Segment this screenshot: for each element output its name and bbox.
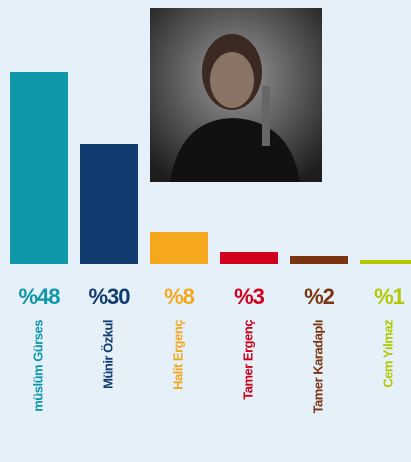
category-label: Tamer Karadaplı (310, 320, 325, 413)
bar (80, 144, 138, 264)
bar (220, 252, 278, 264)
category-label: müslüm Gürses (30, 320, 45, 412)
photo (150, 8, 322, 182)
chart: %48 müslüm Gürses %30 Münir Özkul %8 Halit Er… (0, 0, 411, 462)
value-label: %1 (374, 284, 405, 309)
category-label: Münir Özkul (100, 320, 115, 389)
bar (10, 72, 68, 264)
category-label: Cem Yılmaz (380, 319, 395, 388)
bar (360, 260, 411, 264)
value-label: %8 (164, 284, 195, 309)
value-label: %30 (88, 284, 130, 309)
category-label: Tamer Ergenç (240, 320, 255, 400)
category-label: Halit Ergenç (170, 320, 185, 390)
value-label: %3 (234, 284, 265, 309)
bar (150, 232, 208, 264)
bar (290, 256, 348, 264)
value-label: %48 (18, 284, 60, 309)
value-label: %2 (304, 284, 335, 309)
